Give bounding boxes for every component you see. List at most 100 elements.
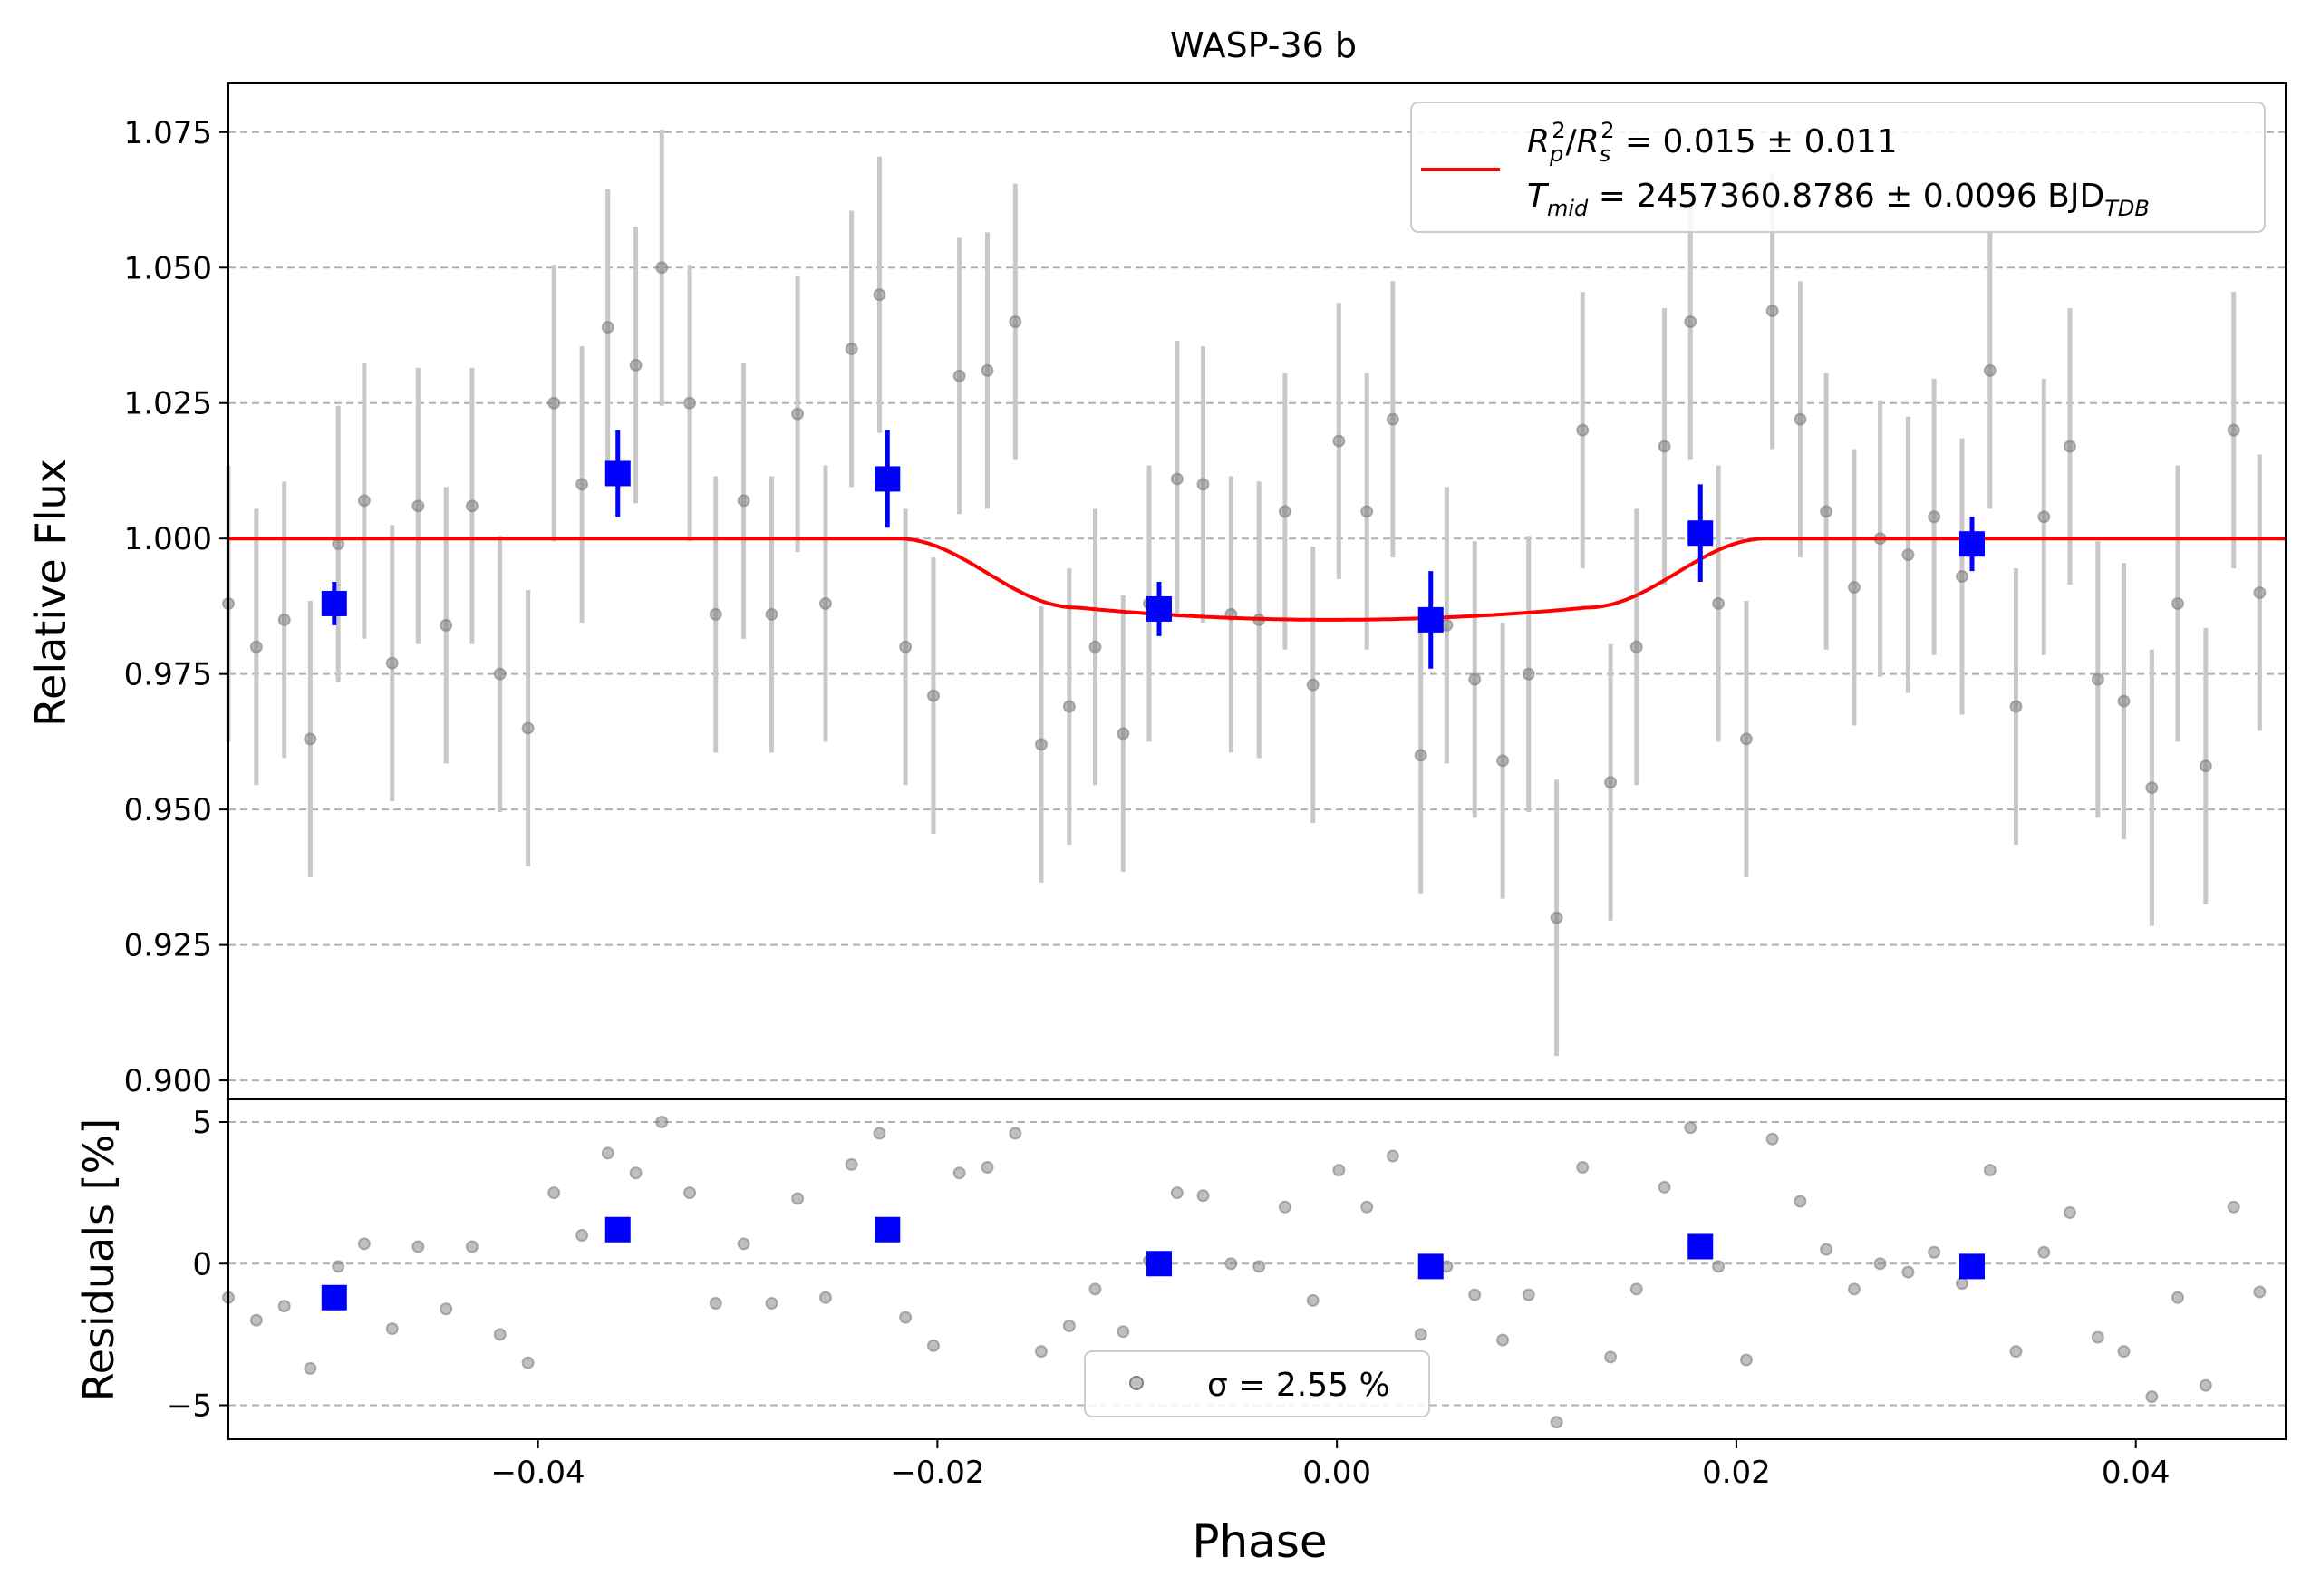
bottom-y-ticks: −5 0 5 xyxy=(167,1105,228,1425)
raw-point xyxy=(655,261,669,275)
top-y-tick-label: 1.025 xyxy=(124,386,212,422)
residual-point xyxy=(440,1302,453,1316)
residual-point xyxy=(1196,1189,1210,1203)
x-tick-label: 0.00 xyxy=(1302,1455,1371,1491)
top-y-tick-label: 0.950 xyxy=(124,792,212,828)
top-y-axis-label: Relative Flux xyxy=(26,459,75,727)
x-ticks: −0.04 −0.02 0.00 0.02 0.04 xyxy=(491,1439,2171,1491)
raw-points xyxy=(222,261,2267,924)
residual-point xyxy=(1496,1333,1510,1347)
residual-point xyxy=(1386,1149,1399,1163)
bottom-axes-frame xyxy=(227,1098,2287,1440)
raw-point xyxy=(1928,510,1941,524)
residual-point xyxy=(1955,1277,1968,1291)
residual-point xyxy=(1684,1121,1697,1135)
residual-point xyxy=(1170,1186,1184,1200)
raw-point xyxy=(2145,781,2159,795)
top-y-ticks: 0.900 0.925 0.950 0.975 1.000 1.025 1.050 1.075 xyxy=(124,115,228,1099)
raw-point xyxy=(1658,440,1671,453)
x-tick-label: −0.04 xyxy=(491,1455,585,1491)
raw-point xyxy=(575,478,589,491)
residual-point xyxy=(1088,1282,1102,1296)
binned-point xyxy=(1417,606,1444,633)
top-y-tick-label: 1.000 xyxy=(124,521,212,557)
residual-point xyxy=(899,1311,913,1324)
binned-residual-point xyxy=(1417,1253,1444,1280)
bottom-legend-box xyxy=(1084,1350,1430,1417)
residual-point xyxy=(1414,1328,1427,1341)
raw-point xyxy=(818,596,832,610)
raw-point xyxy=(1901,548,1915,562)
binned-residual-point xyxy=(1687,1233,1714,1260)
raw-point xyxy=(873,288,886,302)
raw-point xyxy=(465,499,479,513)
raw-point xyxy=(926,689,940,702)
raw-point xyxy=(2199,759,2212,773)
residual-point xyxy=(765,1297,778,1310)
residual-point xyxy=(845,1157,858,1171)
raw-point xyxy=(2037,510,2051,524)
residual-point xyxy=(493,1328,507,1341)
binned-points xyxy=(321,460,1985,633)
bottom-y-tick-label: −5 xyxy=(167,1388,212,1425)
residual-point xyxy=(873,1127,886,1140)
chart-title: WASP-36 b xyxy=(1170,25,1357,65)
raw-point xyxy=(683,396,697,410)
residual-point xyxy=(952,1166,966,1180)
residual-point xyxy=(465,1240,479,1253)
bottom-legend: σ = 2.55 % xyxy=(1084,1350,1430,1417)
raw-point xyxy=(1712,596,1726,610)
raw-point xyxy=(1117,727,1130,740)
residual-point xyxy=(709,1297,722,1310)
residual-point xyxy=(791,1192,805,1205)
binned-point xyxy=(1146,595,1173,622)
raw-point xyxy=(1522,667,1535,681)
residual-point xyxy=(1332,1164,1346,1177)
residual-point xyxy=(629,1166,643,1180)
top-y-tick-label: 1.050 xyxy=(124,250,212,286)
binned-point xyxy=(321,590,347,616)
raw-point xyxy=(1360,505,1374,518)
residual-point xyxy=(1117,1325,1130,1339)
raw-point xyxy=(2253,585,2267,599)
bottom-y-axis-label: Residuals [%] xyxy=(74,1118,123,1401)
residual-point xyxy=(1009,1127,1022,1140)
x-axis-label: Phase xyxy=(1192,1515,1327,1568)
residual-point xyxy=(2171,1291,2184,1304)
raw-point xyxy=(601,321,614,334)
residual-point xyxy=(1629,1282,1643,1296)
binned-residual-point xyxy=(1146,1251,1173,1277)
residual-point xyxy=(1360,1200,1374,1214)
raw-point xyxy=(440,618,453,632)
raw-point xyxy=(765,607,778,621)
raw-point xyxy=(249,640,263,653)
raw-point xyxy=(1820,505,1833,518)
binned-point xyxy=(1958,531,1985,557)
residual-point xyxy=(981,1161,994,1174)
binned-residual-point xyxy=(604,1216,631,1243)
residual-point xyxy=(601,1146,614,1160)
residual-point xyxy=(1847,1282,1861,1296)
binned-residual-point xyxy=(1958,1253,1985,1280)
binned-residual-points xyxy=(321,1216,1985,1311)
transit-model-line xyxy=(228,537,2286,622)
residual-point xyxy=(1306,1293,1320,1307)
raw-point xyxy=(737,494,750,508)
residual-point xyxy=(818,1291,832,1304)
raw-point xyxy=(2063,440,2076,453)
residual-point xyxy=(2037,1245,2051,1259)
binned-point xyxy=(875,466,901,492)
residual-point xyxy=(655,1116,669,1128)
top-y-tick-label: 1.075 xyxy=(124,115,212,151)
residual-point xyxy=(2009,1345,2023,1359)
raw-point xyxy=(899,640,913,653)
residual-point xyxy=(547,1186,561,1200)
residual-point xyxy=(926,1339,940,1352)
top-legend: Rp2/Rs2 = 0.015 ± 0.011 Tmid = 2457360.8… xyxy=(1410,102,2266,233)
legend-residual-marker xyxy=(1129,1376,1144,1390)
raw-point xyxy=(1794,412,1807,426)
raw-point xyxy=(709,607,722,621)
residual-point xyxy=(1873,1257,1887,1271)
top-y-tick-label: 0.925 xyxy=(124,928,212,964)
